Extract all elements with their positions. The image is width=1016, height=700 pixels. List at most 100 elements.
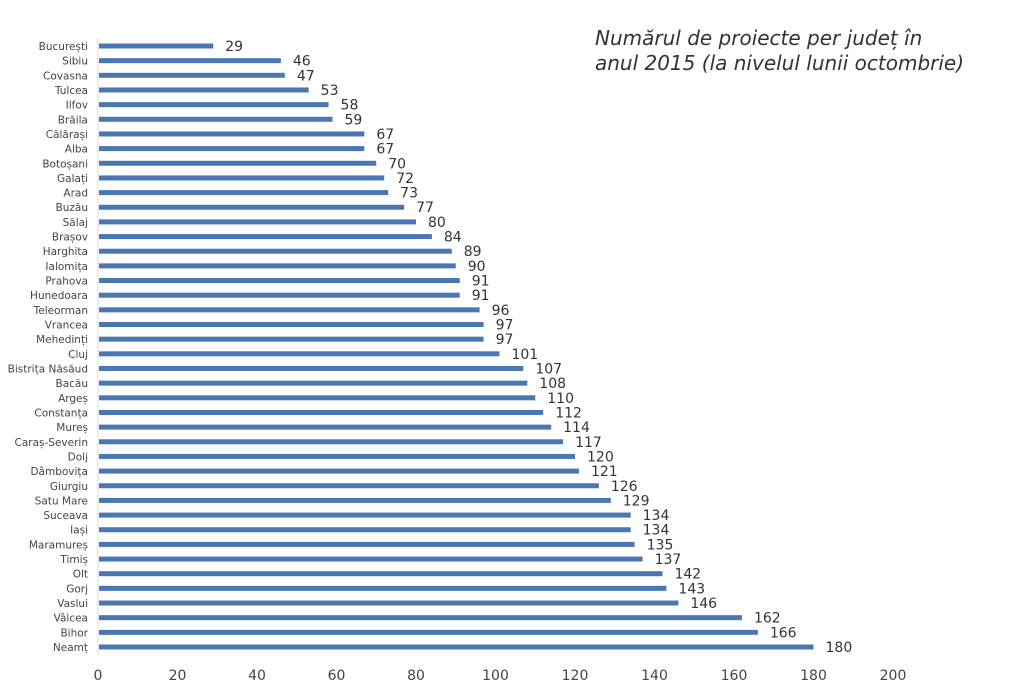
bar <box>99 468 579 474</box>
category-label: Ilfov <box>66 100 88 112</box>
bar <box>99 102 329 108</box>
bar <box>99 556 643 562</box>
bar <box>99 600 679 606</box>
data-label: 70 <box>388 156 406 172</box>
data-label: 72 <box>396 171 414 187</box>
data-label: 59 <box>345 112 363 128</box>
category-label: Sălaj <box>63 217 88 229</box>
bar <box>99 497 611 503</box>
data-label: 121 <box>591 464 618 480</box>
bar <box>99 439 564 445</box>
x-tick-label: 0 <box>94 668 103 684</box>
x-tick-label: 120 <box>562 668 589 684</box>
chart-title: Numărul de proiecte per județ în anul 20… <box>595 26 965 75</box>
bar <box>99 395 536 401</box>
data-label: 90 <box>468 259 486 275</box>
category-label: Mehedinți <box>36 334 88 346</box>
data-label: 114 <box>563 420 590 436</box>
x-tick-label: 60 <box>328 668 346 684</box>
bar <box>99 483 599 489</box>
category-label: Timiș <box>59 554 88 566</box>
bar <box>99 380 528 386</box>
data-label: 108 <box>539 376 566 392</box>
category-label: Bistrița Năsăud <box>8 363 88 375</box>
category-label: București <box>39 41 88 53</box>
data-label: 89 <box>464 244 482 260</box>
data-label: 110 <box>547 391 574 407</box>
bar <box>99 541 635 547</box>
category-label: Arad <box>63 188 88 200</box>
bar <box>99 87 309 93</box>
bar <box>99 527 631 533</box>
data-label: 97 <box>496 332 514 348</box>
bar <box>99 644 814 650</box>
category-label: Hunedoara <box>30 290 88 302</box>
category-label: Giurgiu <box>50 481 88 493</box>
x-tick-label: 200 <box>880 668 907 684</box>
category-label: Satu Mare <box>35 495 88 507</box>
data-label: 67 <box>376 142 394 158</box>
category-label: Buzău <box>56 202 88 214</box>
data-label: 58 <box>341 98 359 114</box>
data-label: 29 <box>225 39 243 55</box>
data-label: 117 <box>575 435 602 451</box>
category-label: Maramureș <box>29 539 88 551</box>
data-label: 96 <box>492 303 510 319</box>
data-label: 112 <box>555 405 582 421</box>
category-label: Brăila <box>58 114 88 126</box>
x-tick-label: 100 <box>482 668 509 684</box>
bar <box>99 336 484 342</box>
data-label: 126 <box>611 479 638 495</box>
data-label: 129 <box>623 493 650 509</box>
data-label: 67 <box>376 127 394 143</box>
bar <box>99 409 544 415</box>
bar <box>99 615 742 621</box>
data-label: 53 <box>321 83 339 99</box>
data-label: 107 <box>535 361 562 377</box>
data-label: 162 <box>754 611 781 627</box>
category-label: Alba <box>65 144 88 156</box>
bar <box>99 571 663 577</box>
category-label: Dolj <box>68 451 88 463</box>
bar <box>99 424 552 430</box>
data-label: 142 <box>674 567 701 583</box>
category-label: Teleorman <box>33 305 88 317</box>
data-label: 77 <box>416 200 434 216</box>
category-label: Galați <box>57 173 88 185</box>
data-label: 135 <box>647 537 674 553</box>
category-label: Vrancea <box>45 320 88 332</box>
bar <box>99 307 480 313</box>
data-label: 47 <box>297 68 315 84</box>
x-tick-label: 140 <box>641 668 668 684</box>
category-label: Gorj <box>66 583 88 595</box>
category-label: Iași <box>70 525 88 537</box>
data-label: 91 <box>472 274 490 290</box>
bar <box>99 248 452 254</box>
data-label: 120 <box>587 449 614 465</box>
bar <box>99 234 432 240</box>
bar <box>99 131 365 137</box>
bar <box>99 365 524 371</box>
category-label: Bacău <box>56 378 89 390</box>
bar <box>99 204 405 210</box>
data-label: 166 <box>770 625 797 641</box>
category-label: Covasna <box>43 70 88 82</box>
bar <box>99 512 631 518</box>
bar <box>99 263 456 269</box>
bar <box>99 585 667 591</box>
category-label: Harghita <box>43 246 88 258</box>
data-label: 137 <box>655 552 682 568</box>
bar <box>99 292 460 298</box>
data-label: 180 <box>826 640 853 656</box>
bar <box>99 72 285 78</box>
data-label: 84 <box>444 230 462 246</box>
x-tick-label: 80 <box>407 668 425 684</box>
x-tick-label: 160 <box>721 668 748 684</box>
bar <box>99 160 377 166</box>
category-label: Olt <box>73 569 88 581</box>
data-label: 73 <box>400 186 418 202</box>
data-label: 91 <box>472 288 490 304</box>
category-label: Argeș <box>58 393 88 405</box>
bar <box>99 351 500 357</box>
category-label: Suceava <box>43 510 88 522</box>
